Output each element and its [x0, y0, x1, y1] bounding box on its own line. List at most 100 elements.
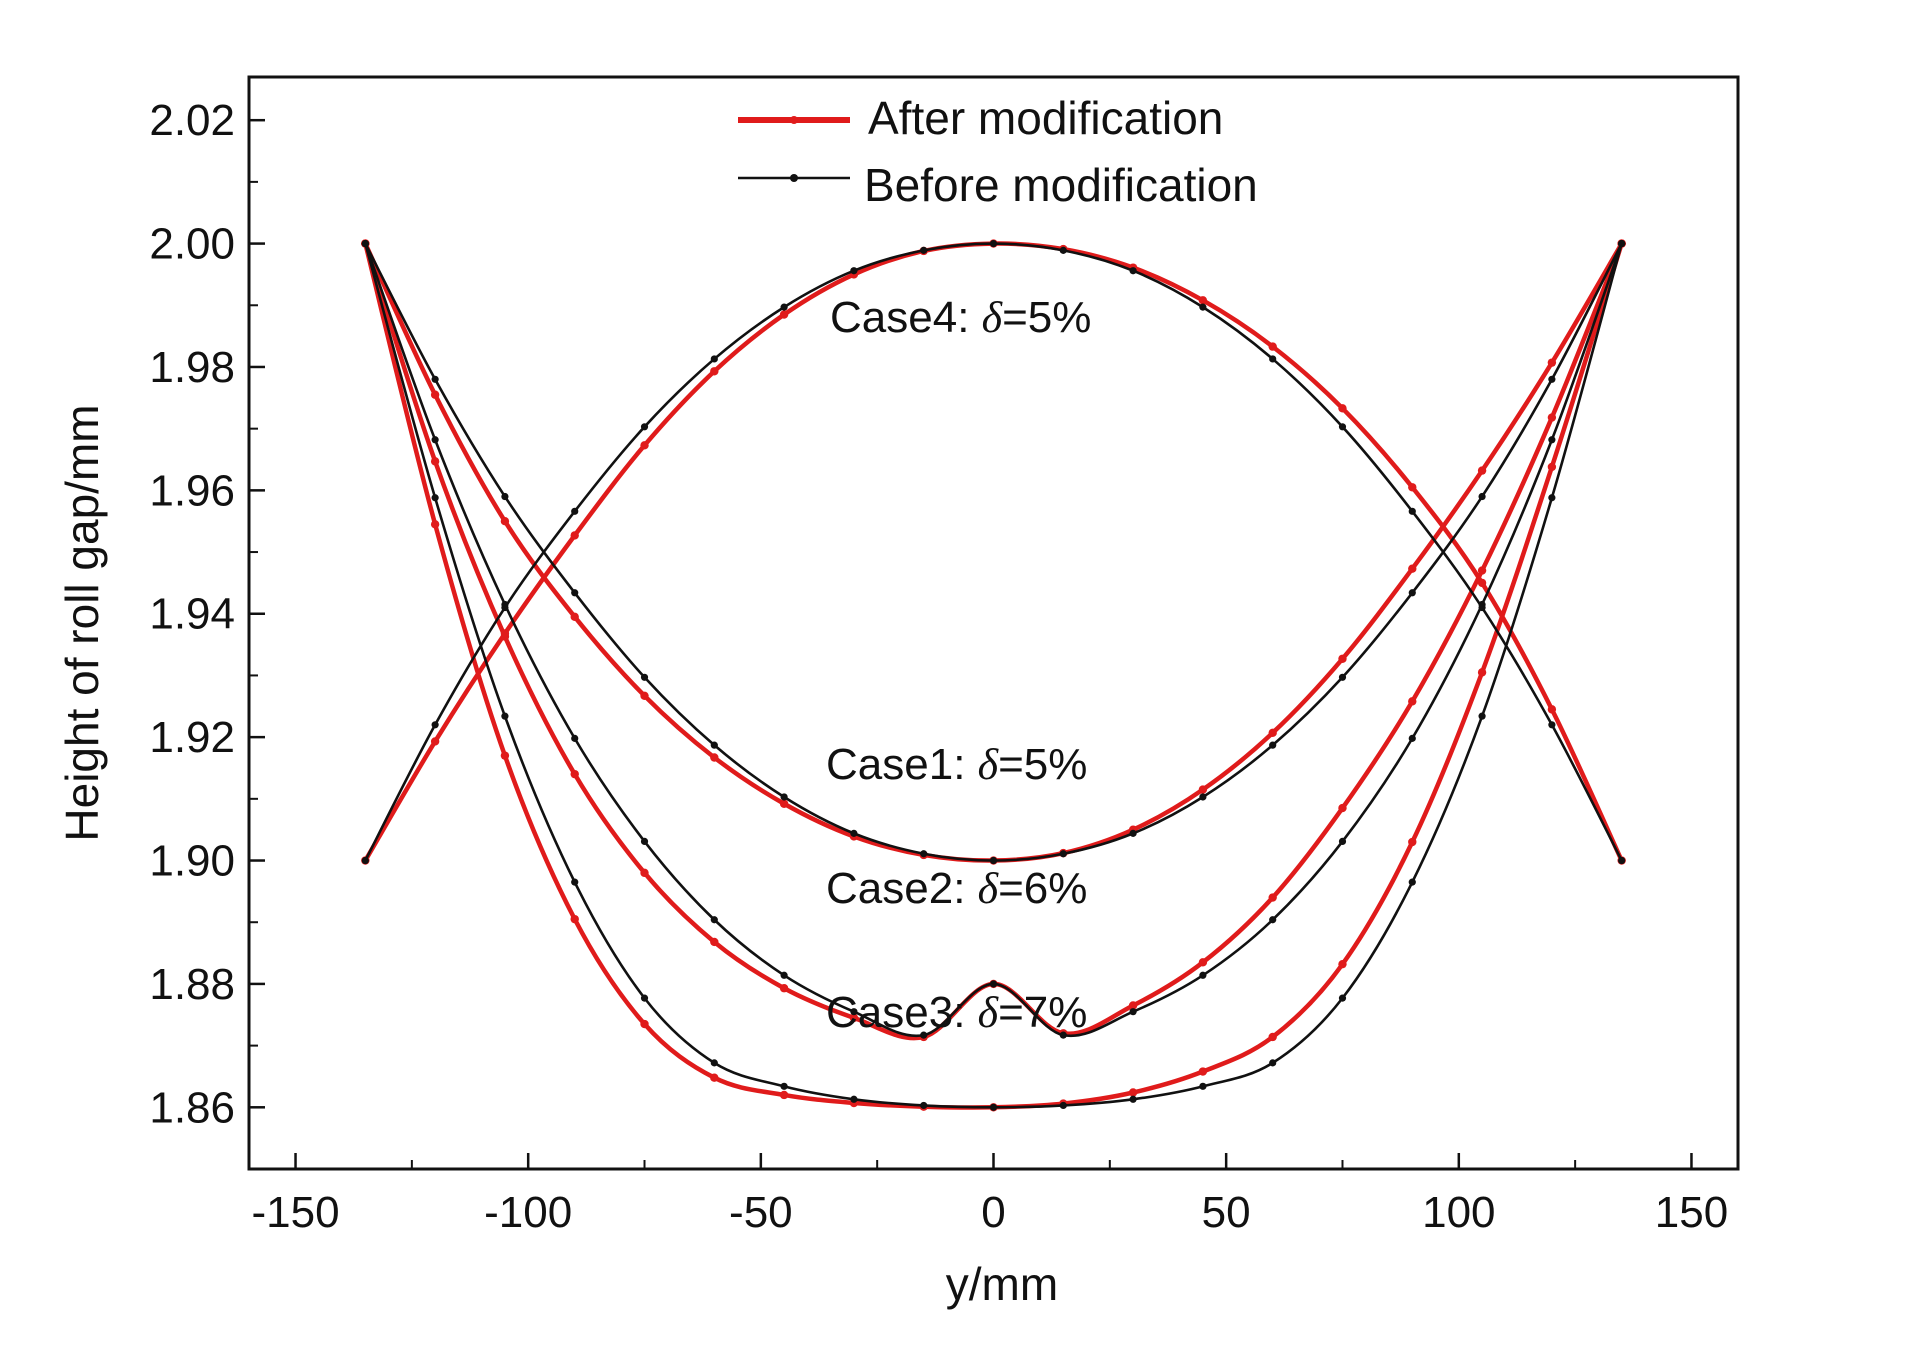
case4-before-point: [501, 603, 509, 612]
case4-before-point: [850, 267, 858, 275]
case1-before-point: [1199, 793, 1207, 801]
case4-before-point: [431, 721, 439, 729]
case3-before-point: [989, 1103, 998, 1111]
case3-before-point: [710, 1059, 718, 1067]
y-tick-label: 1.86: [149, 1083, 235, 1132]
case1-before-point: [989, 856, 998, 865]
case3-after-point: [1477, 668, 1487, 677]
case4-before-point: [571, 507, 579, 515]
case1-after-point: [430, 390, 440, 399]
case1-after-point: [1338, 654, 1347, 663]
case4-after-point: [1547, 705, 1557, 714]
case4-before-point: [920, 246, 928, 254]
case2-before-point: [1129, 1008, 1137, 1016]
case1-before-point: [1338, 673, 1347, 681]
case3-before-point: [1269, 1059, 1277, 1067]
case1-before-point: [1548, 375, 1556, 383]
case4-before-point: [1478, 603, 1486, 612]
case1-before-point: [710, 741, 718, 749]
case1-before-point: [501, 492, 509, 501]
case3-after-point: [570, 914, 579, 924]
case2-after-point: [1408, 697, 1417, 706]
case3-before-point: [1129, 1095, 1137, 1103]
y-tick-label: 2.02: [149, 96, 235, 145]
case2-after-point: [1477, 566, 1487, 575]
case3-after-point: [500, 751, 510, 760]
case1-after-point: [1268, 728, 1277, 738]
case2-before-point: [1199, 971, 1207, 979]
case2-annotation: Case2: δ=6%: [826, 864, 1087, 913]
axes: -150 -100 -50 0 50 100 150 1.86 1.88 1.90 1.92 1.94…: [149, 96, 1728, 1237]
case2-before-point: [431, 436, 439, 444]
case4-after-point: [1477, 578, 1487, 588]
case1-annotation: Case1: δ=5%: [826, 740, 1087, 789]
case1-after-point: [640, 691, 649, 700]
case2-after-point: [570, 769, 579, 779]
case4-before-point: [1199, 303, 1207, 311]
case4-before-point: [361, 856, 369, 865]
y-axis-title: Height of roll gap/mm: [56, 404, 108, 841]
case4-before-point: [640, 423, 649, 431]
case3-before-point: [361, 239, 369, 248]
case4-after-point: [710, 367, 719, 376]
x-tick-label: -150: [251, 1188, 339, 1237]
case1-before-point: [1059, 850, 1067, 858]
case4-after-point: [640, 441, 649, 450]
legend-after-label: After modification: [868, 92, 1223, 144]
x-tick-label: 0: [981, 1188, 1005, 1237]
case4-after-point: [570, 531, 579, 540]
case1-before-point: [431, 375, 439, 383]
case4-before-series: [361, 239, 1626, 865]
case3-before-point: [431, 494, 439, 502]
case4-after-point: [430, 737, 440, 746]
case4-before-point: [710, 355, 718, 363]
case1-after-point: [1547, 358, 1557, 367]
case4-before-point: [1548, 721, 1556, 729]
case3-before-series: [361, 239, 1626, 1111]
case3-after-point: [1547, 462, 1557, 472]
x-tick-label: -100: [484, 1188, 572, 1237]
legend: After modification Before modification: [738, 92, 1258, 211]
y-tick-label: 1.90: [149, 837, 235, 886]
case2-before-point: [1408, 734, 1416, 742]
case3-before-point: [1408, 878, 1416, 886]
case3-before-point: [1478, 712, 1486, 720]
y-tick-label: 1.92: [149, 713, 235, 762]
case3-before-point: [920, 1101, 928, 1110]
legend-before-label: Before modification: [864, 159, 1258, 211]
case1-before-point: [850, 829, 858, 837]
case1-after-point: [710, 753, 719, 762]
case1-before-point: [640, 673, 649, 681]
case2-after-point: [430, 457, 440, 466]
case4-after-point: [500, 629, 510, 638]
case2-after-point: [1198, 958, 1208, 967]
case4-before-point: [1618, 856, 1626, 865]
case2-before-point: [989, 980, 998, 988]
case2-before-point: [710, 916, 718, 924]
x-axis-title: y/mm: [946, 1258, 1058, 1310]
y-tick-label: 2.00: [149, 220, 235, 269]
case3-after-point: [1338, 959, 1347, 969]
case2-before-point: [920, 1031, 928, 1039]
case1-after-point: [1408, 564, 1417, 573]
case1-before-point: [1269, 741, 1277, 749]
case2-before-point: [640, 837, 649, 846]
case4-before-point: [1059, 246, 1067, 254]
case3-before-point: [501, 712, 509, 720]
case3-after-point: [779, 1090, 789, 1100]
case1-before-point: [1478, 492, 1486, 501]
case4-before-point: [989, 239, 998, 248]
case1-before-point: [1129, 829, 1137, 837]
case1-after-point: [779, 799, 789, 808]
case4-before-point: [1338, 423, 1347, 431]
y-tick-label: 1.98: [149, 343, 235, 392]
case3-before-point: [1059, 1101, 1067, 1110]
x-tick-label: 100: [1422, 1188, 1495, 1237]
x-tick-label: -50: [729, 1188, 793, 1237]
case2-before-point: [850, 1008, 858, 1016]
case3-after-point: [1268, 1032, 1277, 1042]
y-tick-label: 1.96: [149, 466, 235, 515]
case4-after-point: [1338, 404, 1347, 413]
case2-before-point: [571, 734, 579, 742]
